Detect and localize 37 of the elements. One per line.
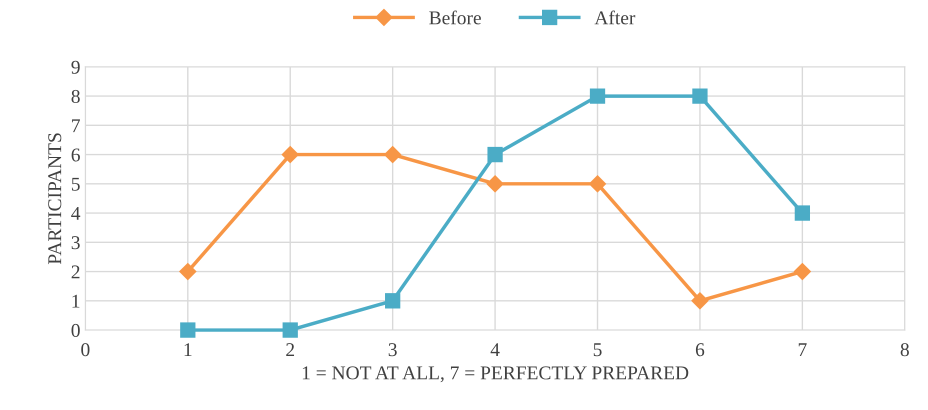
y-tick-label: 5 — [72, 178, 80, 191]
point — [794, 263, 811, 280]
y-tick-label: 8 — [72, 90, 80, 104]
point — [282, 146, 299, 164]
y-tick-label: 2 — [72, 265, 80, 278]
point — [691, 292, 708, 310]
point — [487, 146, 503, 162]
point — [588, 175, 606, 192]
legend-label: After — [594, 10, 636, 24]
y-tick-label: 3 — [72, 236, 80, 250]
x-tick-label: 3 — [388, 343, 397, 356]
point — [180, 322, 196, 338]
y-tick-label: 0 — [72, 324, 80, 337]
x-tick-label: 5 — [594, 343, 602, 356]
point — [282, 322, 298, 338]
point — [385, 293, 400, 308]
x-tick-label: 4 — [490, 343, 500, 356]
x-tick-label: 6 — [696, 343, 704, 356]
x-tick-label: 7 — [798, 343, 807, 356]
y-axis-title: PARTICIPANTS — [48, 133, 62, 264]
legend-label: Before — [429, 10, 481, 24]
point — [179, 263, 196, 280]
x-tick-label: 8 — [900, 343, 909, 356]
x-axis-title: 1 = NOT AT ALL, 7 = PERFECTLY PREPARED — [302, 366, 688, 382]
x-tick-label: 1 — [184, 343, 192, 356]
y-tick-label: 7 — [72, 119, 80, 132]
y-tick-label: 4 — [71, 207, 80, 220]
point — [384, 146, 402, 164]
x-tick-label: 0 — [81, 343, 90, 356]
point — [590, 88, 606, 104]
y-tick-label: 9 — [71, 60, 80, 74]
y-tick-label: 1 — [72, 294, 80, 308]
point — [486, 175, 504, 192]
point — [692, 88, 708, 104]
y-tick-label: 6 — [72, 148, 80, 162]
x-tick-label: 2 — [286, 343, 294, 356]
point — [794, 205, 810, 221]
